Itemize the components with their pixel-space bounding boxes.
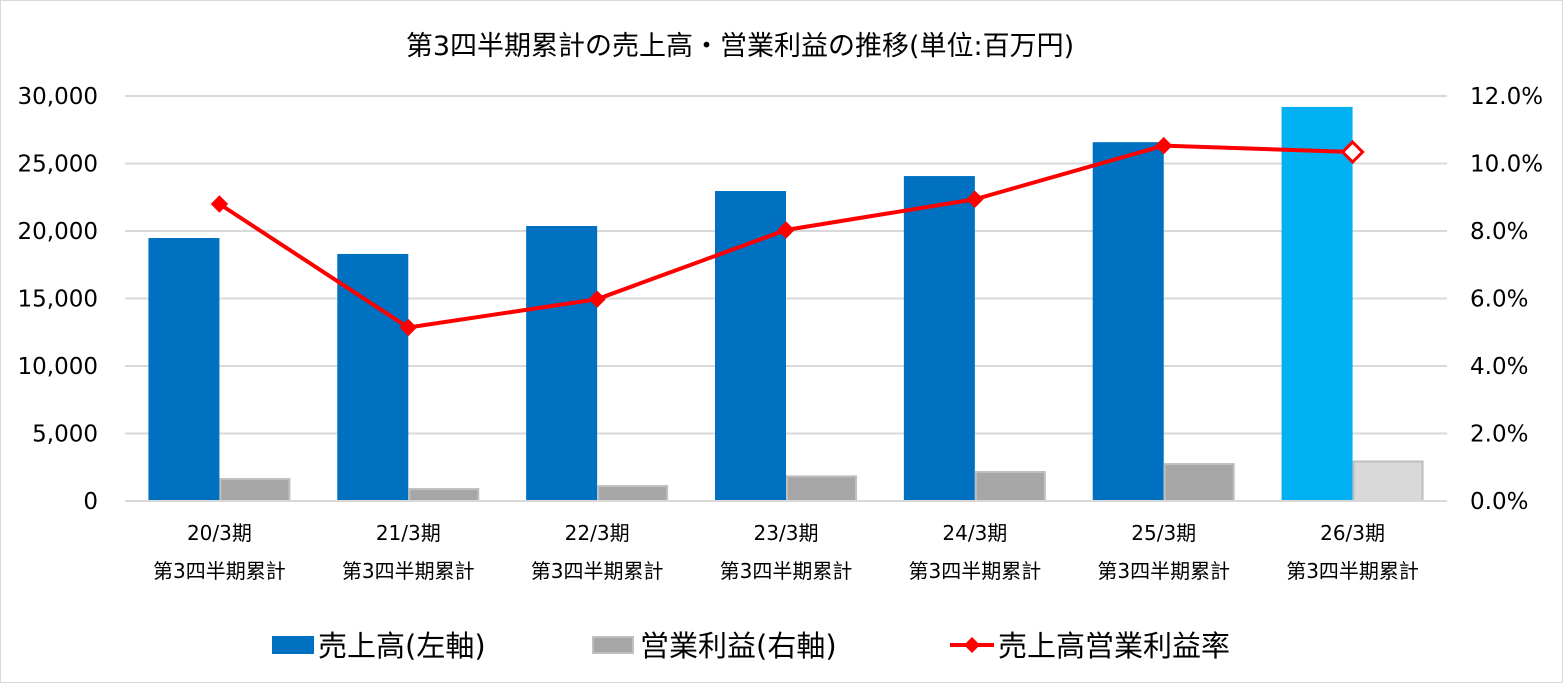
- x-tick-label: 20/3期: [187, 521, 252, 545]
- y-right-tick-label: 10.0%: [1470, 152, 1543, 178]
- y-right-tick-label: 6.0%: [1470, 287, 1528, 313]
- x-tick-label: 23/3期: [754, 521, 819, 545]
- x-tick-label-sub: 第3四半期累計: [153, 559, 286, 583]
- y-left-tick-label: 10,000: [18, 354, 98, 380]
- margin-marker: [210, 195, 229, 213]
- x-tick-label: 26/3期: [1320, 521, 1385, 545]
- margin-marker: [777, 221, 795, 239]
- sales-bar: [526, 226, 598, 501]
- operating-profit-bar: [1352, 460, 1424, 502]
- margin-marker: [399, 318, 417, 337]
- sales-bar: [148, 238, 220, 501]
- legend-label-margin: 売上高営業利益率: [998, 629, 1230, 663]
- margin-marker: [966, 190, 984, 208]
- margin-marker: [588, 290, 606, 308]
- legend-label-profit: 営業利益(右軸): [640, 629, 837, 663]
- x-tick-label: 22/3期: [565, 521, 630, 545]
- x-tick-label: 25/3期: [1131, 521, 1196, 545]
- y-left-tick-label: 25,000: [18, 152, 98, 178]
- sales-bar: [1092, 142, 1164, 502]
- legend-marker-margin: [964, 637, 980, 653]
- x-tick-label: 21/3期: [376, 521, 441, 545]
- margin-marker: [1155, 136, 1173, 155]
- y-right-tick-label: 4.0%: [1470, 354, 1528, 380]
- sales-bar: [337, 253, 409, 501]
- y-left-tick-label: 20,000: [18, 219, 98, 245]
- sales-bar: [903, 176, 975, 501]
- y-right-tick-label: 8.0%: [1470, 219, 1528, 245]
- x-tick-label: 24/3期: [942, 521, 1007, 545]
- y-left-tick-label: 0: [83, 489, 98, 515]
- operating-profit-bar: [974, 471, 1046, 502]
- chart-title: 第3四半期累計の売上高・営業利益の推移(単位:百万円): [406, 31, 1074, 62]
- x-tick-label-sub: 第3四半期累計: [342, 559, 475, 583]
- y-left-tick-label: 5,000: [32, 422, 98, 448]
- legend-swatch-sales: [272, 636, 314, 654]
- y-right-tick-label: 2.0%: [1470, 422, 1528, 448]
- y-left-tick-label: 15,000: [18, 287, 98, 313]
- x-tick-label-sub: 第3四半期累計: [1097, 559, 1230, 583]
- operating-profit-bar: [786, 475, 857, 503]
- y-right-tick-label: 0.0%: [1470, 489, 1528, 515]
- operating-profit-bar: [219, 478, 291, 502]
- operating-profit-bar: [597, 485, 669, 503]
- sales-bar: [715, 191, 786, 502]
- x-tick-label-sub: 第3四半期累計: [531, 559, 664, 583]
- operating-profit-bar: [408, 488, 480, 503]
- y-left-tick-label: 30,000: [18, 84, 98, 110]
- x-tick-label-sub: 第3四半期累計: [720, 559, 853, 583]
- y-right-tick-label: 12.0%: [1470, 84, 1543, 110]
- margin-marker: [1340, 139, 1365, 165]
- x-tick-label-sub: 第3四半期累計: [908, 559, 1041, 583]
- sales-bar: [1281, 106, 1353, 501]
- x-tick-label-sub: 第3四半期累計: [1286, 559, 1419, 583]
- legend-label-sales: 売上高(左軸): [318, 629, 486, 663]
- legend-swatch-profit: [592, 636, 634, 654]
- operating-profit-bar: [1163, 463, 1235, 503]
